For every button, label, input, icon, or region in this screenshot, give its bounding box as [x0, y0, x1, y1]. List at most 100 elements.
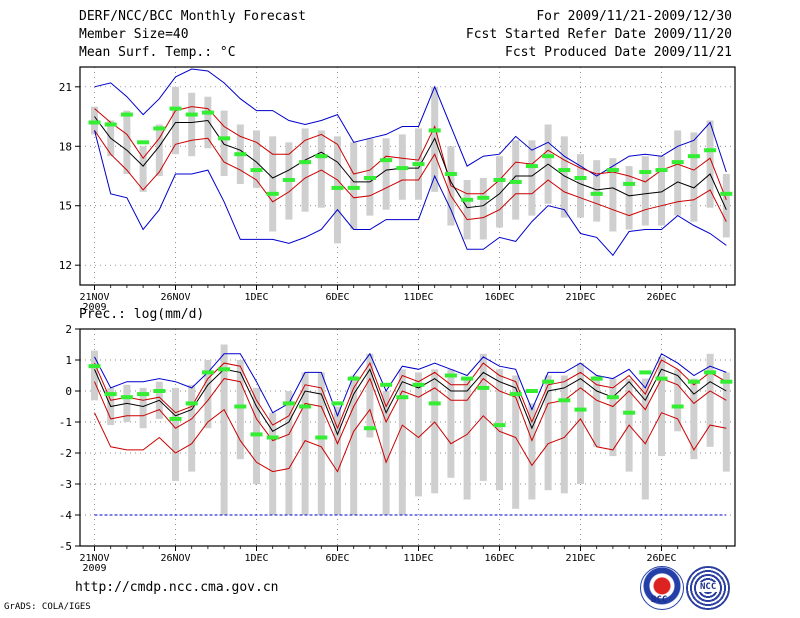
range-bar — [431, 369, 439, 494]
green-mark — [250, 168, 263, 173]
range-bar — [301, 128, 309, 212]
range-bar — [722, 174, 730, 238]
range-bar — [139, 146, 147, 192]
x-tick-label: 1DEC — [244, 292, 268, 303]
range-bar — [528, 403, 536, 500]
range-bar — [398, 369, 406, 515]
range-bar — [188, 92, 196, 157]
green-mark — [315, 154, 328, 159]
green-mark — [574, 175, 587, 180]
bcc-logo-text: BCC — [651, 595, 668, 605]
green-mark — [444, 172, 457, 177]
green-mark — [169, 416, 182, 421]
green-mark — [606, 395, 619, 400]
website-url[interactable]: http://cmdp.ncc.cma.gov.cn — [75, 580, 279, 595]
y-tick-label: 12 — [59, 259, 72, 272]
range-bar — [641, 378, 649, 500]
series-line-lower — [94, 377, 727, 445]
green-mark — [201, 370, 214, 375]
range-bar — [269, 136, 277, 232]
green-mark — [331, 185, 344, 190]
green-mark — [687, 154, 700, 159]
green-mark — [396, 166, 409, 171]
green-mark — [104, 122, 117, 127]
green-mark — [525, 164, 538, 169]
green-mark — [477, 385, 490, 390]
y-tick-label: 1 — [65, 354, 72, 367]
green-mark — [704, 370, 717, 375]
green-mark — [266, 435, 279, 440]
range-bar — [674, 130, 682, 216]
x-tick-label: 26NOV — [160, 292, 190, 303]
y-tick-label: 2 — [65, 323, 72, 336]
ncc-logo-text: NCC — [698, 582, 719, 592]
range-bar — [674, 369, 682, 432]
range-bar — [496, 369, 503, 491]
range-bar — [188, 384, 196, 472]
y-tick-label: -2 — [59, 447, 72, 460]
member-size: Member Size=40 — [79, 27, 189, 42]
green-mark — [671, 404, 684, 409]
x-tick-label: 21NOV — [79, 292, 109, 303]
range-bar — [544, 375, 552, 491]
precip-label: Prec.: log(mm/d) — [79, 307, 205, 322]
green-mark — [558, 168, 571, 173]
range-bar — [706, 353, 714, 447]
series-line-mean — [94, 116, 727, 210]
y-tick-label: -3 — [59, 478, 72, 491]
range-bar — [463, 378, 471, 500]
range-bar — [334, 406, 341, 515]
green-mark — [137, 392, 150, 397]
green-mark — [477, 195, 490, 200]
green-mark — [363, 426, 376, 431]
green-mark — [493, 423, 506, 428]
green-mark — [120, 395, 133, 400]
range-bar — [641, 156, 649, 226]
x-tick-label: 26NOV — [160, 553, 190, 564]
green-mark — [88, 364, 101, 369]
green-mark — [250, 432, 263, 437]
series-line-min — [94, 130, 727, 257]
range-bar — [722, 372, 730, 472]
green-mark — [687, 379, 700, 384]
green-mark — [574, 407, 587, 412]
green-mark — [380, 158, 393, 163]
variable-label: Mean Surf. Temp.: °C — [79, 45, 236, 60]
green-mark — [137, 140, 150, 145]
green-mark — [104, 392, 117, 397]
green-mark — [412, 162, 425, 167]
range-bar — [172, 86, 179, 155]
range-bar — [350, 375, 358, 515]
range-bar — [220, 344, 228, 515]
series-line-max — [94, 68, 727, 177]
range-bar — [528, 140, 536, 216]
plot-frame — [79, 328, 736, 547]
green-mark — [639, 370, 652, 375]
range-bar — [609, 378, 617, 457]
grads-credit: GrADS: COLA/IGES — [4, 602, 91, 612]
green-mark — [363, 175, 376, 180]
range-bar — [382, 138, 390, 210]
green-mark — [525, 389, 538, 393]
forecast-period: For 2009/11/21-2009/12/30 — [536, 9, 732, 24]
green-mark — [639, 170, 652, 175]
range-bar — [317, 372, 325, 515]
year-label: 2009 — [82, 563, 106, 574]
green-mark — [218, 136, 231, 141]
series-line-lower — [94, 130, 727, 222]
range-bar — [496, 156, 503, 228]
green-mark — [88, 120, 101, 125]
green-mark — [153, 126, 166, 131]
range-bar — [123, 110, 131, 175]
header-left: DERF/NCC/BCC Monthly Forecast Member Siz… — [79, 8, 306, 62]
series-line-upper — [94, 359, 727, 430]
x-tick-label: 1DEC — [244, 553, 268, 564]
green-mark — [282, 401, 295, 406]
year-label: 2009 — [82, 302, 106, 313]
green-mark — [720, 379, 733, 384]
y-tick-label: -1 — [59, 416, 72, 429]
range-bar — [366, 353, 374, 438]
y-tick-label: 18 — [59, 140, 72, 153]
y-tick-label: -5 — [59, 540, 72, 553]
